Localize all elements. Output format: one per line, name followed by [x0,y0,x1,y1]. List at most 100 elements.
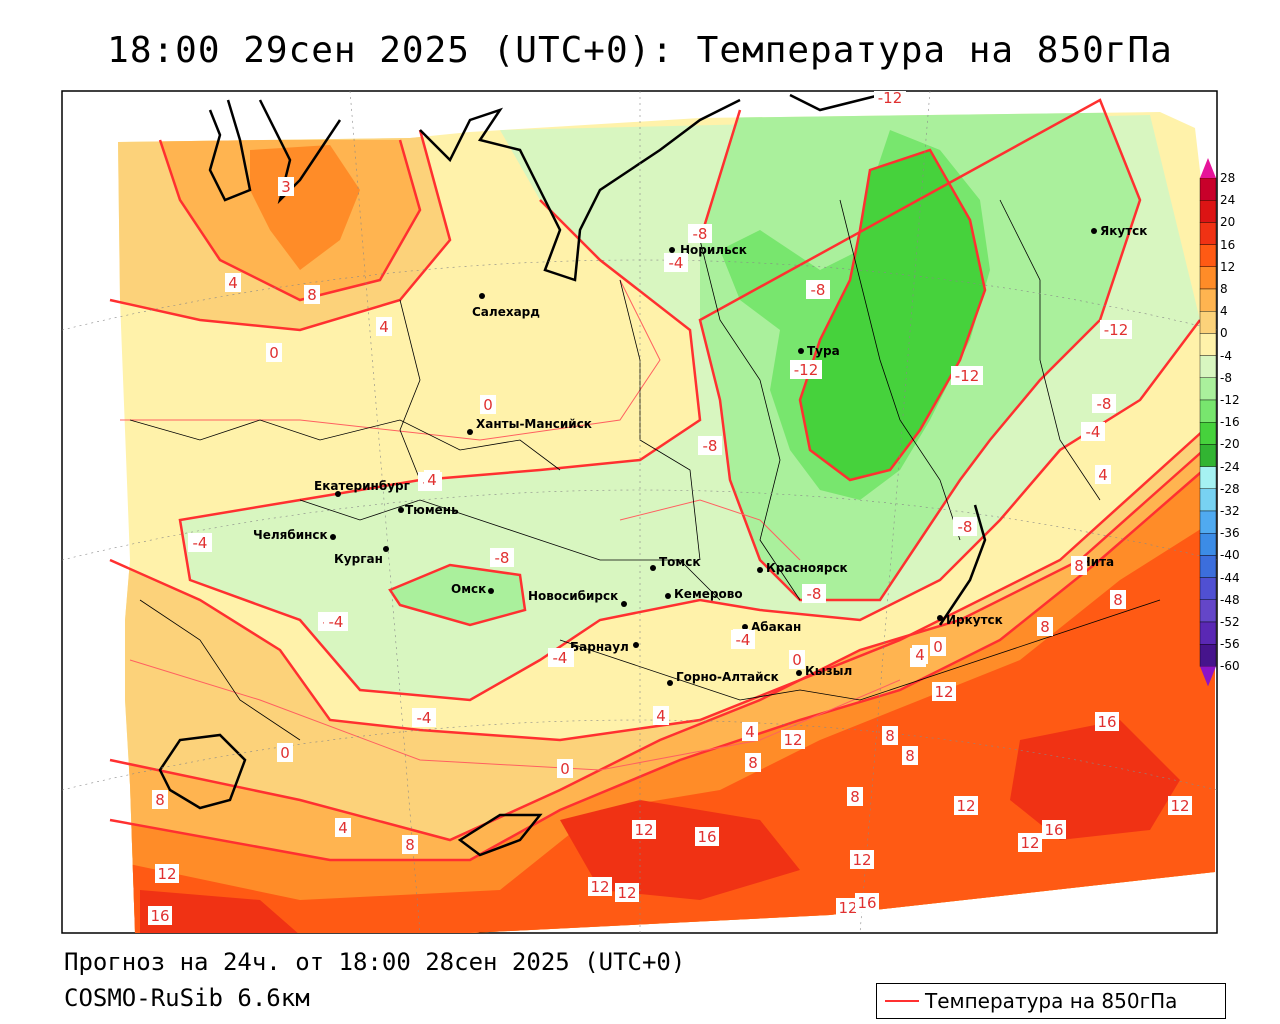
isotherm-label-bg [155,864,179,883]
isotherm-label: 4 [656,707,666,725]
isotherm-label-bg [742,722,758,741]
isotherm-label: 8 [1113,591,1123,609]
city-label: Горно-Алтайск [676,670,779,684]
isotherm-label-bg [278,177,294,196]
isotherm-label: 4 [379,318,389,336]
isotherm-label: 0 [280,744,290,762]
isotherm-label: 12 [838,899,857,917]
colorbar-tick-label: -20 [1220,437,1240,452]
city-dot [669,247,675,253]
isotherm-label-bg [1042,820,1066,839]
isotherm-label-bg [802,584,826,603]
isotherm-label-bg [324,612,348,631]
isotherm-lines [109,98,1216,862]
isotherm-label: -8 [811,281,826,299]
isotherm-label-bg [1092,394,1116,413]
isotherm-label-bg [698,436,722,455]
isotherm-label: 12 [617,884,636,902]
region-borders [129,199,1161,741]
isotherm-label: 12 [852,851,871,869]
isotherm-label: 3 [281,178,291,196]
colorbar-swatch [1199,533,1217,556]
isotherm-label-bg [188,533,212,552]
isotherm-label-bg [855,893,879,912]
isotherm-label: 8 [155,791,165,809]
colorbar-swatch [1199,488,1217,512]
isotherm-label-bg [402,835,418,854]
city-label: Ханты-Мансийск [476,417,592,431]
colorbar-tick-label: 8 [1220,282,1228,296]
isotherm-label-bg [850,850,874,869]
isotherm-label: -4 [193,534,208,552]
isotherm-label-bg [588,877,612,896]
city-dot [467,429,473,435]
isotherm-label: 12 [956,797,975,815]
city-dot [621,601,627,607]
colorbar-swatch [1199,311,1217,334]
colorbar-swatch [1199,644,1217,667]
city-dot [796,670,802,676]
colorbar-tick-label: -56 [1220,637,1240,652]
city-dot [1091,228,1097,234]
colorbar-tick-label: 0 [1220,326,1228,341]
isotherm-label: -4 [669,254,684,272]
city-dot [335,491,341,497]
city-dot [665,593,671,599]
isotherm-label: 12 [783,731,802,749]
colorbar-tick-label: 16 [1220,237,1236,252]
legend-line-sample [885,1000,919,1002]
colorbar-tick-label: -52 [1220,615,1240,629]
isotherm-label-bg [664,253,688,272]
isotherm-label-bg [1018,833,1042,852]
colorbar-tick-label: -24 [1220,459,1240,474]
isotherm-label: 4 [745,723,755,741]
colorbar-swatch [1199,355,1217,379]
isotherm-label: 16 [1044,821,1063,839]
isotherm-label-bg [954,796,978,815]
isotherm-label-bg [1100,320,1132,339]
city-dot [633,642,639,648]
isotherm-label-bg [152,790,168,809]
isotherm-label-bg [731,630,755,649]
graticule [62,91,1217,933]
isotherm-label-bg [653,706,669,725]
city-dot [937,615,943,621]
isotherm-label: 4 [915,646,925,664]
isotherm-label-bg [266,343,282,362]
colorbar-tick-label: -40 [1220,548,1240,563]
colorbar-swatch [1199,555,1217,578]
isotherm-label: 16 [697,828,716,846]
map-title: 18:00 29сен 2025 (UTC+0): Температура на… [107,30,1173,71]
colorbar-swatch [1199,422,1217,445]
colorbar-swatch [1199,599,1217,623]
isotherm-label: 12 [1170,797,1189,815]
isotherm-label: 12 [157,865,176,883]
isotherm-label: 0 [269,344,279,362]
colorbar-swatch [1199,577,1217,600]
city-markers: Норильск Якутск Салехард Тура Ханты-Мансийск… [253,224,1147,686]
isotherm-label: -12 [794,361,819,379]
isotherm-label-bg [688,224,712,243]
colorbar-tick-label: 28 [1220,171,1236,185]
colorbar-swatch [1199,444,1217,467]
city-label: Норильск [680,243,747,257]
colorbar-tick-label: -44 [1220,570,1240,585]
isotherm-label-bg [480,395,496,414]
city-label: Курган [334,552,383,566]
isotherm-label-bg [1071,556,1087,575]
isotherm-label-bg [953,517,977,536]
isotherm-label: -4 [1086,423,1101,441]
isotherm-label: 8 [850,788,860,806]
city-label: Барнаул [570,640,629,654]
isotherm-label-bg [225,273,241,292]
isotherm-label: 12 [1020,834,1039,852]
isotherm-label: 12 [634,821,653,839]
colorbar-tick-label: -16 [1220,415,1240,430]
city-label: Новосибирск [528,589,618,603]
legend: Температура на 850гПа [876,983,1226,1019]
colorbar [1199,158,1217,687]
isotherm-label: 16 [1097,713,1116,731]
isotherm-label: -8 [495,549,510,567]
isotherm-label: 0 [792,651,802,669]
